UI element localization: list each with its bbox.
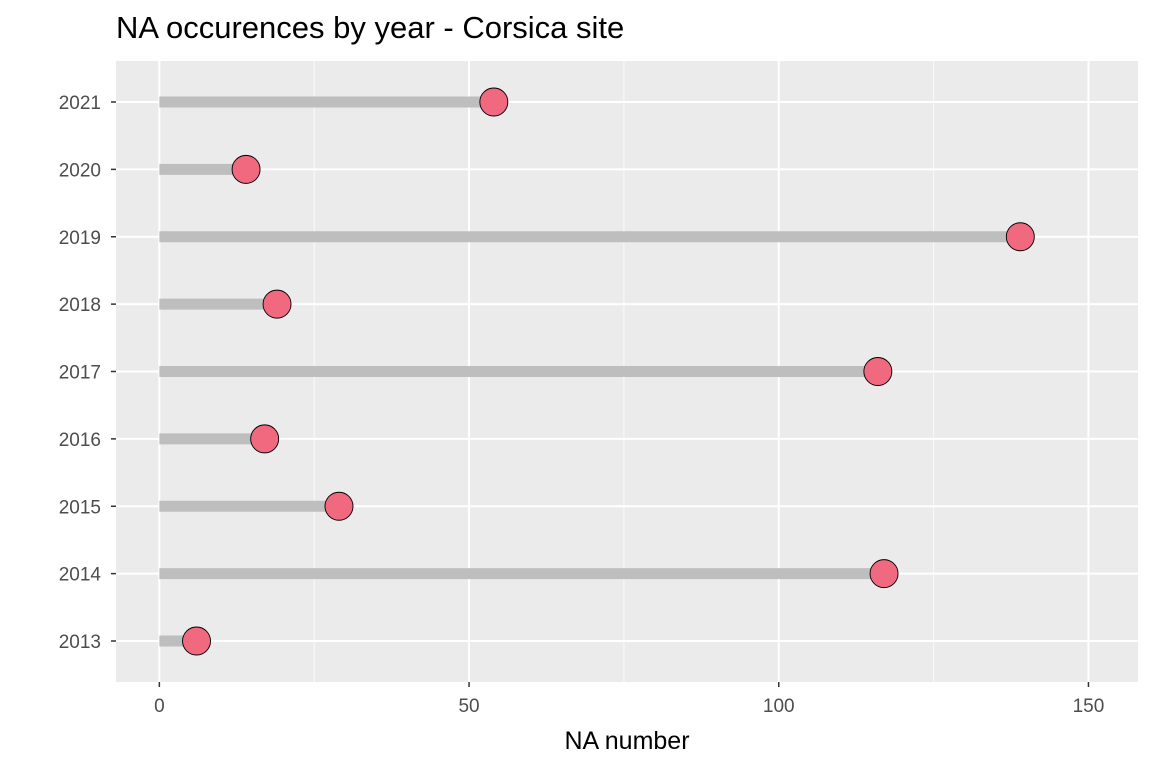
x-tick-label: 150: [1073, 696, 1105, 717]
y-tick-label: 2018: [59, 295, 101, 316]
lollipop-point: [324, 491, 354, 521]
x-tick-label: 100: [763, 696, 795, 717]
lollipop-point: [231, 154, 261, 184]
y-tick-label: 2017: [59, 363, 101, 384]
x-tick-label: 0: [154, 696, 165, 717]
x-tick-label: 50: [458, 696, 479, 717]
y-tick-label: 2014: [59, 565, 102, 586]
lollipop-point: [182, 626, 211, 656]
lollipop-points: [182, 87, 1035, 656]
chart-title: NA occurences by year - Corsica site: [116, 10, 625, 45]
lollipop-point: [863, 357, 893, 386]
y-tick-label: 2020: [59, 160, 101, 181]
axes: 2013 2014 2015 2016 2017 2018 2019 2020 2021 0 50 1…: [59, 93, 1105, 717]
y-tick-label: 2021: [59, 93, 101, 114]
lollipop-point: [262, 289, 292, 319]
lollipop-point: [869, 559, 899, 589]
y-tick-label: 2015: [59, 497, 101, 518]
x-axis-title: NA number: [564, 727, 689, 755]
y-tick-label: 2016: [59, 430, 101, 451]
lollipop-point: [1005, 222, 1035, 252]
y-tick-label: 2013: [59, 632, 101, 653]
lollipop-point: [479, 87, 509, 117]
y-tick-label: 2019: [59, 228, 101, 249]
lollipop-point: [250, 424, 280, 454]
